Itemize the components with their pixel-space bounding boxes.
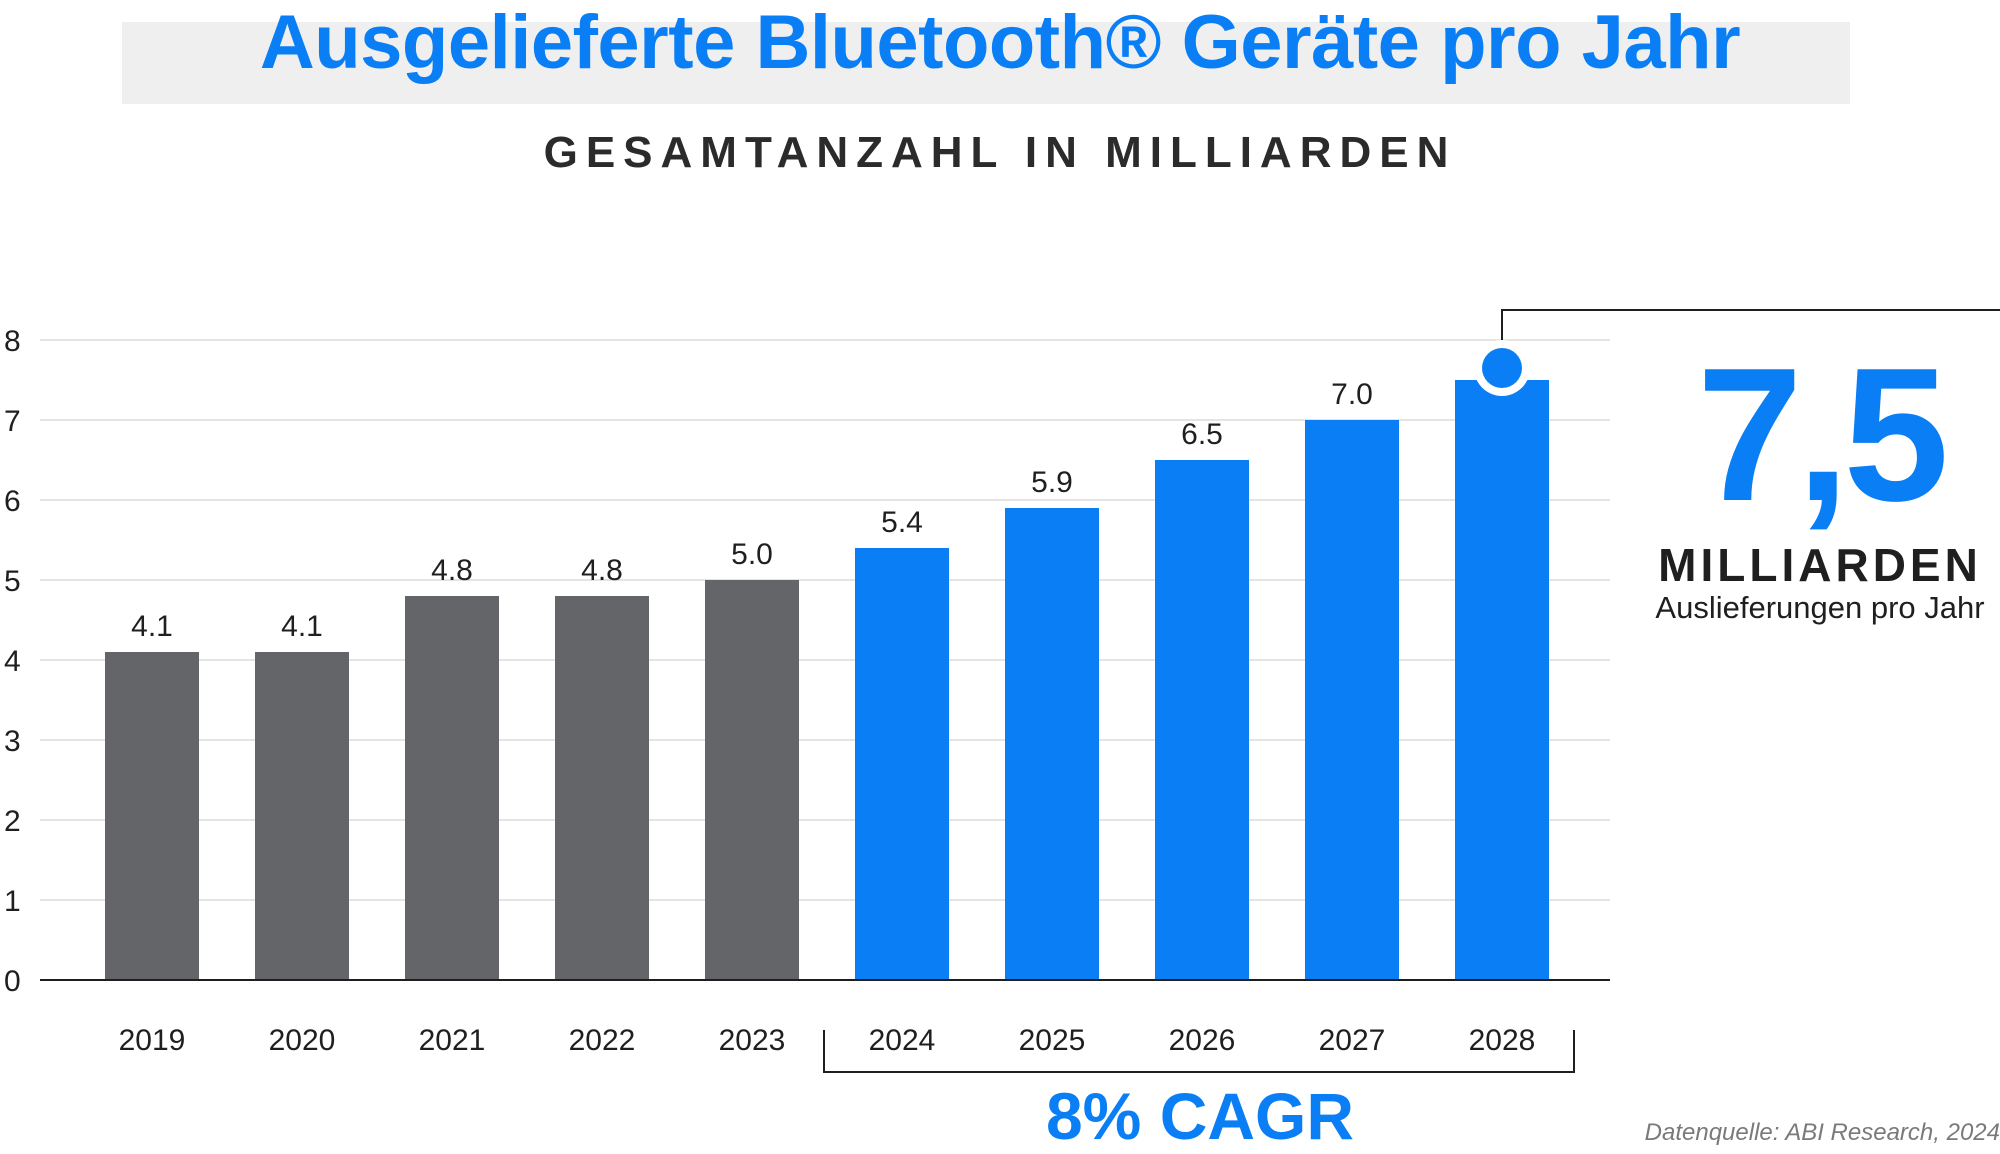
data-label: 5.0 bbox=[731, 538, 773, 571]
data-label: 7.0 bbox=[1331, 378, 1373, 411]
source-note: Datenquelle: ABI Research, 2024 bbox=[1644, 1119, 2000, 1146]
bar bbox=[105, 652, 199, 980]
x-tick-label: 2022 bbox=[569, 1024, 636, 1057]
x-tick-label: 2019 bbox=[119, 1024, 186, 1057]
bar bbox=[1155, 460, 1249, 980]
data-label: 5.9 bbox=[1031, 466, 1073, 499]
y-tick-label: 5 bbox=[4, 565, 21, 598]
data-label: 4.8 bbox=[431, 554, 473, 587]
cagr-bracket bbox=[823, 1030, 1575, 1073]
data-label: 4.1 bbox=[281, 610, 323, 643]
data-label: 5.4 bbox=[881, 506, 923, 539]
bar bbox=[1305, 420, 1399, 980]
marker-dot bbox=[1482, 348, 1522, 388]
x-tick-label: 2027 bbox=[1319, 1024, 1386, 1057]
x-tick-label: 2023 bbox=[719, 1024, 786, 1057]
cagr-label: 8% CAGR bbox=[1045, 1079, 1355, 1153]
chart-subtitle: GESAMTANZAHL IN MILLIARDEN bbox=[543, 128, 1457, 177]
x-tick-label: 2024 bbox=[869, 1024, 936, 1057]
bar bbox=[705, 580, 799, 980]
y-tick-label: 8 bbox=[4, 325, 21, 358]
data-label: 4.1 bbox=[131, 610, 173, 643]
callout-line bbox=[1501, 309, 2000, 348]
bar bbox=[255, 652, 349, 980]
x-tick-label: 2026 bbox=[1169, 1024, 1236, 1057]
highlight-unit: MILLIARDEN bbox=[1658, 539, 1982, 591]
title-band bbox=[122, 22, 1850, 104]
bar bbox=[855, 548, 949, 980]
bar bbox=[1455, 380, 1549, 980]
highlight-value: 7,5 bbox=[1696, 329, 1949, 541]
x-tick-label: 2025 bbox=[1019, 1024, 1086, 1057]
bar bbox=[555, 596, 649, 980]
data-label: 4.8 bbox=[581, 554, 623, 587]
y-tick-label: 6 bbox=[4, 485, 21, 518]
y-tick-label: 4 bbox=[4, 645, 21, 678]
y-tick-label: 3 bbox=[4, 725, 21, 758]
highlight-caption: Auslieferungen pro Jahr bbox=[1655, 590, 1985, 625]
x-tick-label: 2028 bbox=[1469, 1024, 1536, 1057]
x-tick-label: 2020 bbox=[269, 1024, 336, 1057]
data-label: 6.5 bbox=[1181, 418, 1223, 451]
chart-title: Ausgelieferte Bluetooth® Geräte pro Jahr bbox=[259, 0, 1741, 85]
bar bbox=[1005, 508, 1099, 980]
y-tick-label: 0 bbox=[4, 965, 21, 998]
y-tick-label: 7 bbox=[4, 405, 21, 438]
bar bbox=[405, 596, 499, 980]
x-tick-label: 2021 bbox=[419, 1024, 486, 1057]
y-tick-label: 2 bbox=[4, 805, 21, 838]
y-tick-label: 1 bbox=[4, 885, 21, 918]
